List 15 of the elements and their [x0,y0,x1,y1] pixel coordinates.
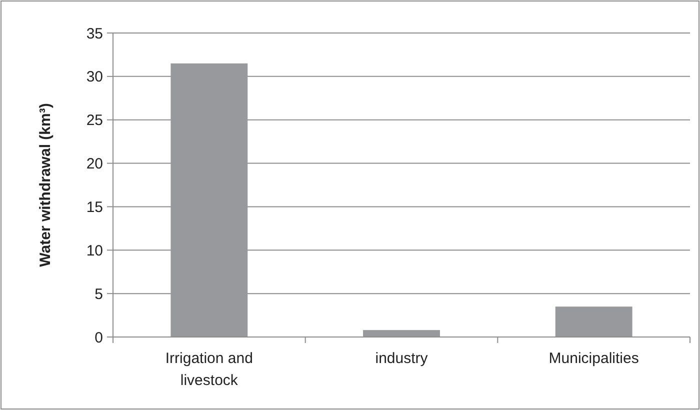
y-tick-label: 25 [86,112,103,130]
x-tick-label: Irrigation and livestock [165,350,253,389]
x-tick-label: Municipalities [548,350,639,367]
y-tick-label: 30 [86,68,103,86]
y-tick-label: 10 [86,242,103,260]
bar [363,330,440,337]
y-tick-label: 35 [86,25,103,42]
x-tick-label: industry [375,350,428,367]
y-axis-title: Water withdrawal (km³) [37,103,54,267]
y-tick-label: 0 [94,329,103,346]
bar [170,63,248,337]
bar [555,306,632,337]
y-tick-label: 20 [86,156,103,173]
y-tick-label: 15 [86,198,103,216]
y-tick-label: 5 [94,286,103,303]
